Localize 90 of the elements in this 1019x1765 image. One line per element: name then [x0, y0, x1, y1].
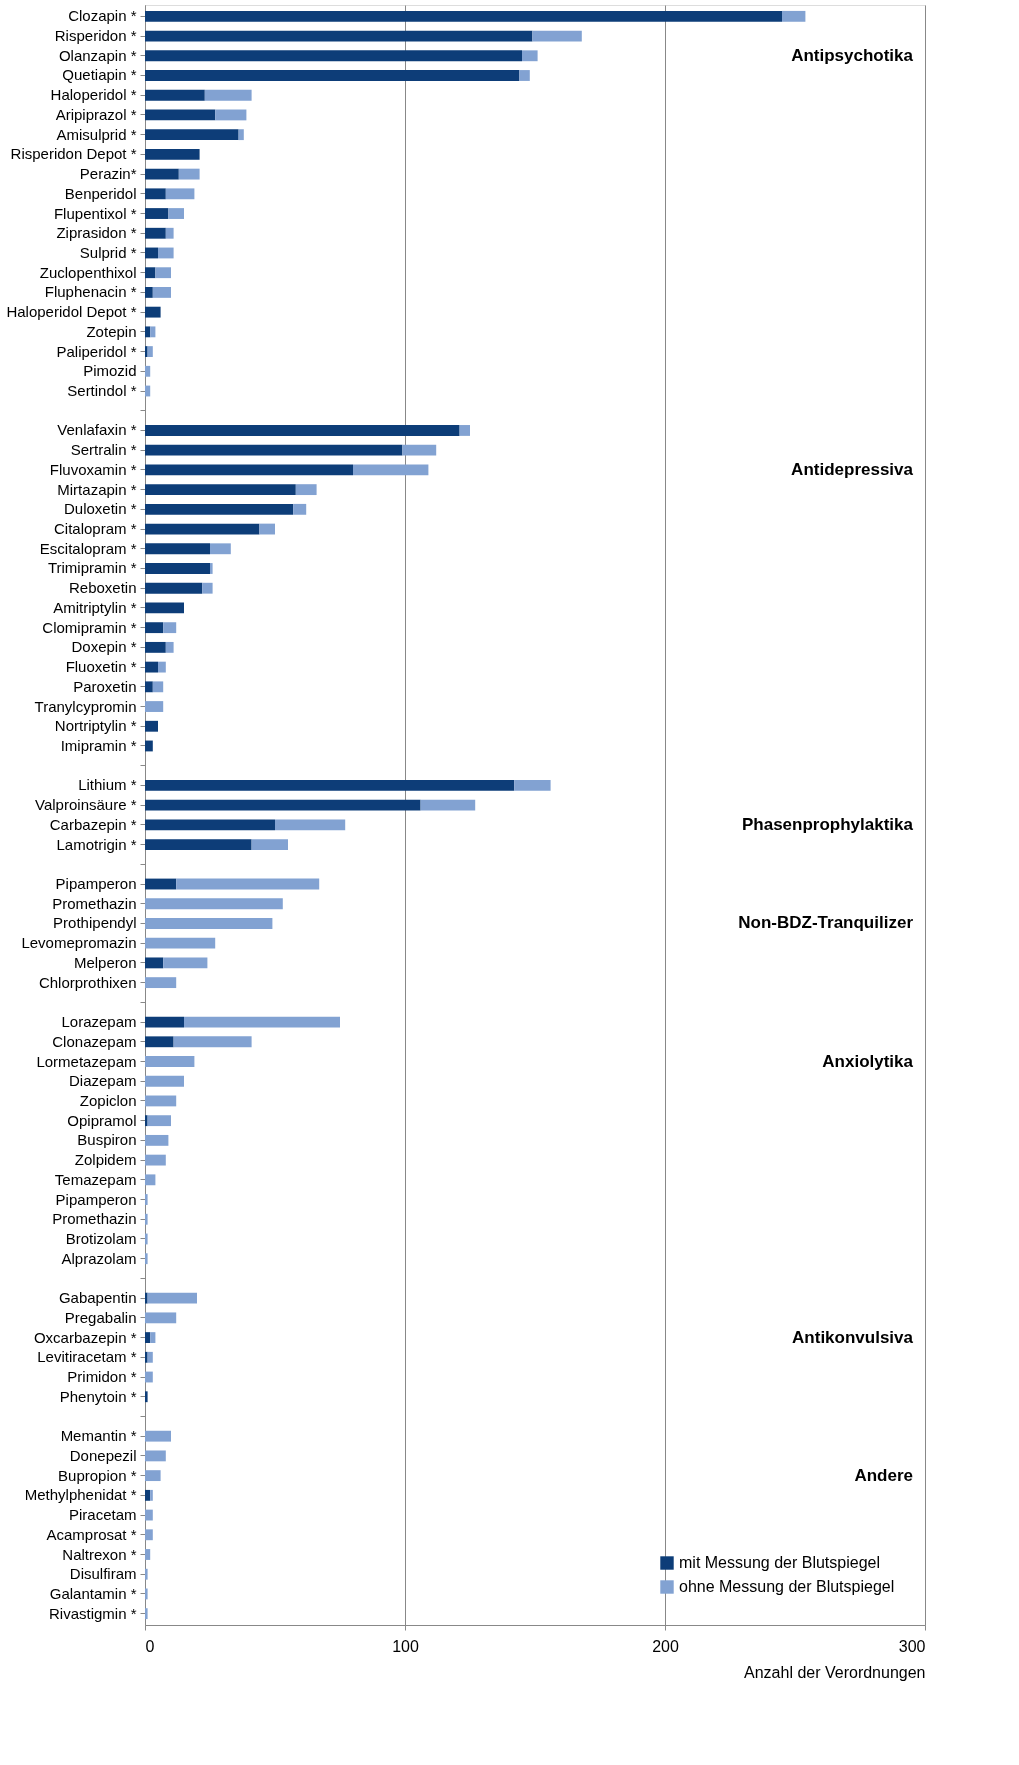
x-tick-label: 300	[898, 1637, 926, 1655]
y-tick-label: Quetiapin *	[62, 66, 137, 84]
y-tick-label: Memantin *	[60, 1427, 137, 1445]
y-tick-label: Duloxetin *	[63, 500, 137, 518]
y-tick-label: Levitiracetam *	[37, 1348, 137, 1366]
annotation: Andere	[854, 1465, 913, 1485]
y-tick-label: Mirtazapin *	[57, 480, 137, 498]
legend-label: mit Messung der Blutspiegel	[679, 1554, 880, 1571]
annotation: Anxiolytika	[822, 1051, 914, 1071]
y-tick-label: Tranylcypromin	[34, 697, 137, 715]
y-tick-label: Sertralin *	[70, 441, 137, 459]
y-tick-label: Methylphenidat *	[24, 1486, 137, 1504]
y-tick-label: Pipamperon	[55, 875, 137, 893]
y-tick-label: Acamprosat *	[46, 1525, 137, 1543]
y-tick-label: Flupentixol *	[53, 204, 137, 222]
y-tick-label: Olanzapin *	[58, 46, 137, 64]
y-tick-label: Primidon *	[67, 1368, 137, 1386]
y-tick-label: Ziprasidon *	[56, 224, 137, 242]
y-tick-label: Zotepin	[86, 322, 137, 340]
y-tick-label: Alprazolam	[61, 1249, 137, 1267]
y-tick-label: Benperidol	[64, 184, 137, 202]
y-tick-label: Opipramol	[67, 1111, 137, 1129]
y-tick-label: Lithium *	[78, 776, 137, 794]
y-tick-label: Zuclopenthixol	[39, 263, 137, 281]
y-tick-label: Fluvoxamin *	[49, 460, 137, 478]
annotation: Antikonvulsiva	[792, 1327, 914, 1347]
y-tick-label: Reboxetin	[68, 579, 137, 597]
y-tick-label: Venlafaxin *	[57, 421, 137, 439]
y-tick-label: Clozapin *	[68, 7, 137, 25]
annotation: Antipsychotika	[791, 45, 914, 65]
y-tick-label: Paroxetin	[73, 677, 137, 695]
y-tick-label: Citalopram *	[53, 520, 137, 538]
y-tick-label: Levomepromazin	[21, 934, 137, 952]
y-tick-label: Trimipramin *	[47, 559, 137, 577]
y-tick-label: Melperon	[73, 953, 137, 971]
y-tick-label: Aripiprazol *	[55, 105, 137, 123]
y-tick-label: Imipramin *	[60, 736, 137, 754]
y-tick-label: Risperidon Depot *	[10, 145, 137, 163]
y-tick-label: Fluoxetin *	[65, 658, 137, 676]
y-tick-label: Paliperidol *	[56, 342, 137, 360]
y-tick-label: Chlorprothixen	[38, 973, 137, 991]
y-tick-label: Doxepin *	[71, 638, 137, 656]
x-tick-label: 200	[652, 1637, 679, 1655]
y-tick-label: Valproinsäure *	[35, 796, 137, 814]
y-tick-label: Buspiron	[77, 1131, 137, 1149]
y-tick-label: Carbazepin *	[49, 815, 137, 833]
y-tick-label: Piracetam	[68, 1506, 137, 1524]
y-tick-label: Haloperidol Depot *	[6, 303, 137, 321]
y-tick-label: Temazepam	[54, 1170, 137, 1188]
y-tick-label: Bupropion *	[58, 1466, 137, 1484]
y-tick-label: Lormetazepam	[36, 1052, 137, 1070]
y-tick-label: Gabapentin	[58, 1289, 137, 1307]
y-tick-label: Zopiclon	[79, 1091, 137, 1109]
y-tick-label: Sertindol *	[67, 382, 137, 400]
y-tick-label: Amitriptylin *	[53, 598, 137, 616]
y-tick-label: Pregabalin	[64, 1308, 137, 1326]
y-tick-label: Pipamperon	[55, 1190, 137, 1208]
x-axis-title: Anzahl der Verordnungen	[744, 1663, 926, 1681]
annotation: Phasenprophylaktika	[741, 814, 914, 834]
y-tick-label: Oxcarbazepin *	[33, 1328, 137, 1346]
y-tick-label: Prothipendyl	[53, 914, 137, 932]
y-tick-label: Sulprid *	[79, 243, 137, 261]
legend-label: ohne Messung der Blutspiegel	[679, 1578, 895, 1595]
y-tick-label: Pimozid	[83, 362, 137, 380]
y-tick-label: Risperidon *	[54, 27, 137, 45]
y-tick-label: Haloperidol *	[50, 86, 137, 104]
y-tick-label: Rivastigmin *	[48, 1604, 137, 1622]
y-tick-label: Galantamin *	[49, 1584, 137, 1602]
y-tick-label: Escitalopram *	[39, 539, 137, 557]
y-tick-label: Lorazepam	[61, 1013, 137, 1031]
y-tick-label: Clomipramin *	[42, 618, 137, 636]
annotation: Non-BDZ-Tranquilizer	[738, 913, 914, 933]
y-tick-label: Zolpidem	[74, 1151, 137, 1169]
y-tick-label: Fluphenacin *	[44, 283, 137, 301]
y-tick-label: Donepezil	[69, 1446, 137, 1464]
annotation: Antidepressiva	[791, 459, 914, 479]
y-tick-label: Lamotrigin *	[56, 835, 137, 853]
y-tick-label: Disulfiram	[69, 1565, 137, 1583]
y-tick-label: Brotizolam	[65, 1229, 137, 1247]
y-tick-label: Naltrexon *	[62, 1545, 137, 1563]
y-tick-label: Promethazin	[52, 894, 137, 912]
x-tick-label: 0	[145, 1637, 155, 1655]
x-tick-label: 100	[392, 1637, 419, 1655]
y-tick-label: Nortriptylin *	[54, 717, 137, 735]
y-tick-label: Promethazin	[52, 1210, 137, 1228]
y-tick-label: Amisulprid *	[56, 125, 137, 143]
y-tick-label: Phenytoin *	[59, 1387, 137, 1405]
y-tick-label: Clonazepam	[52, 1032, 137, 1050]
y-tick-label: Diazepam	[68, 1072, 137, 1090]
y-tick-label: Perazin*	[79, 165, 137, 183]
